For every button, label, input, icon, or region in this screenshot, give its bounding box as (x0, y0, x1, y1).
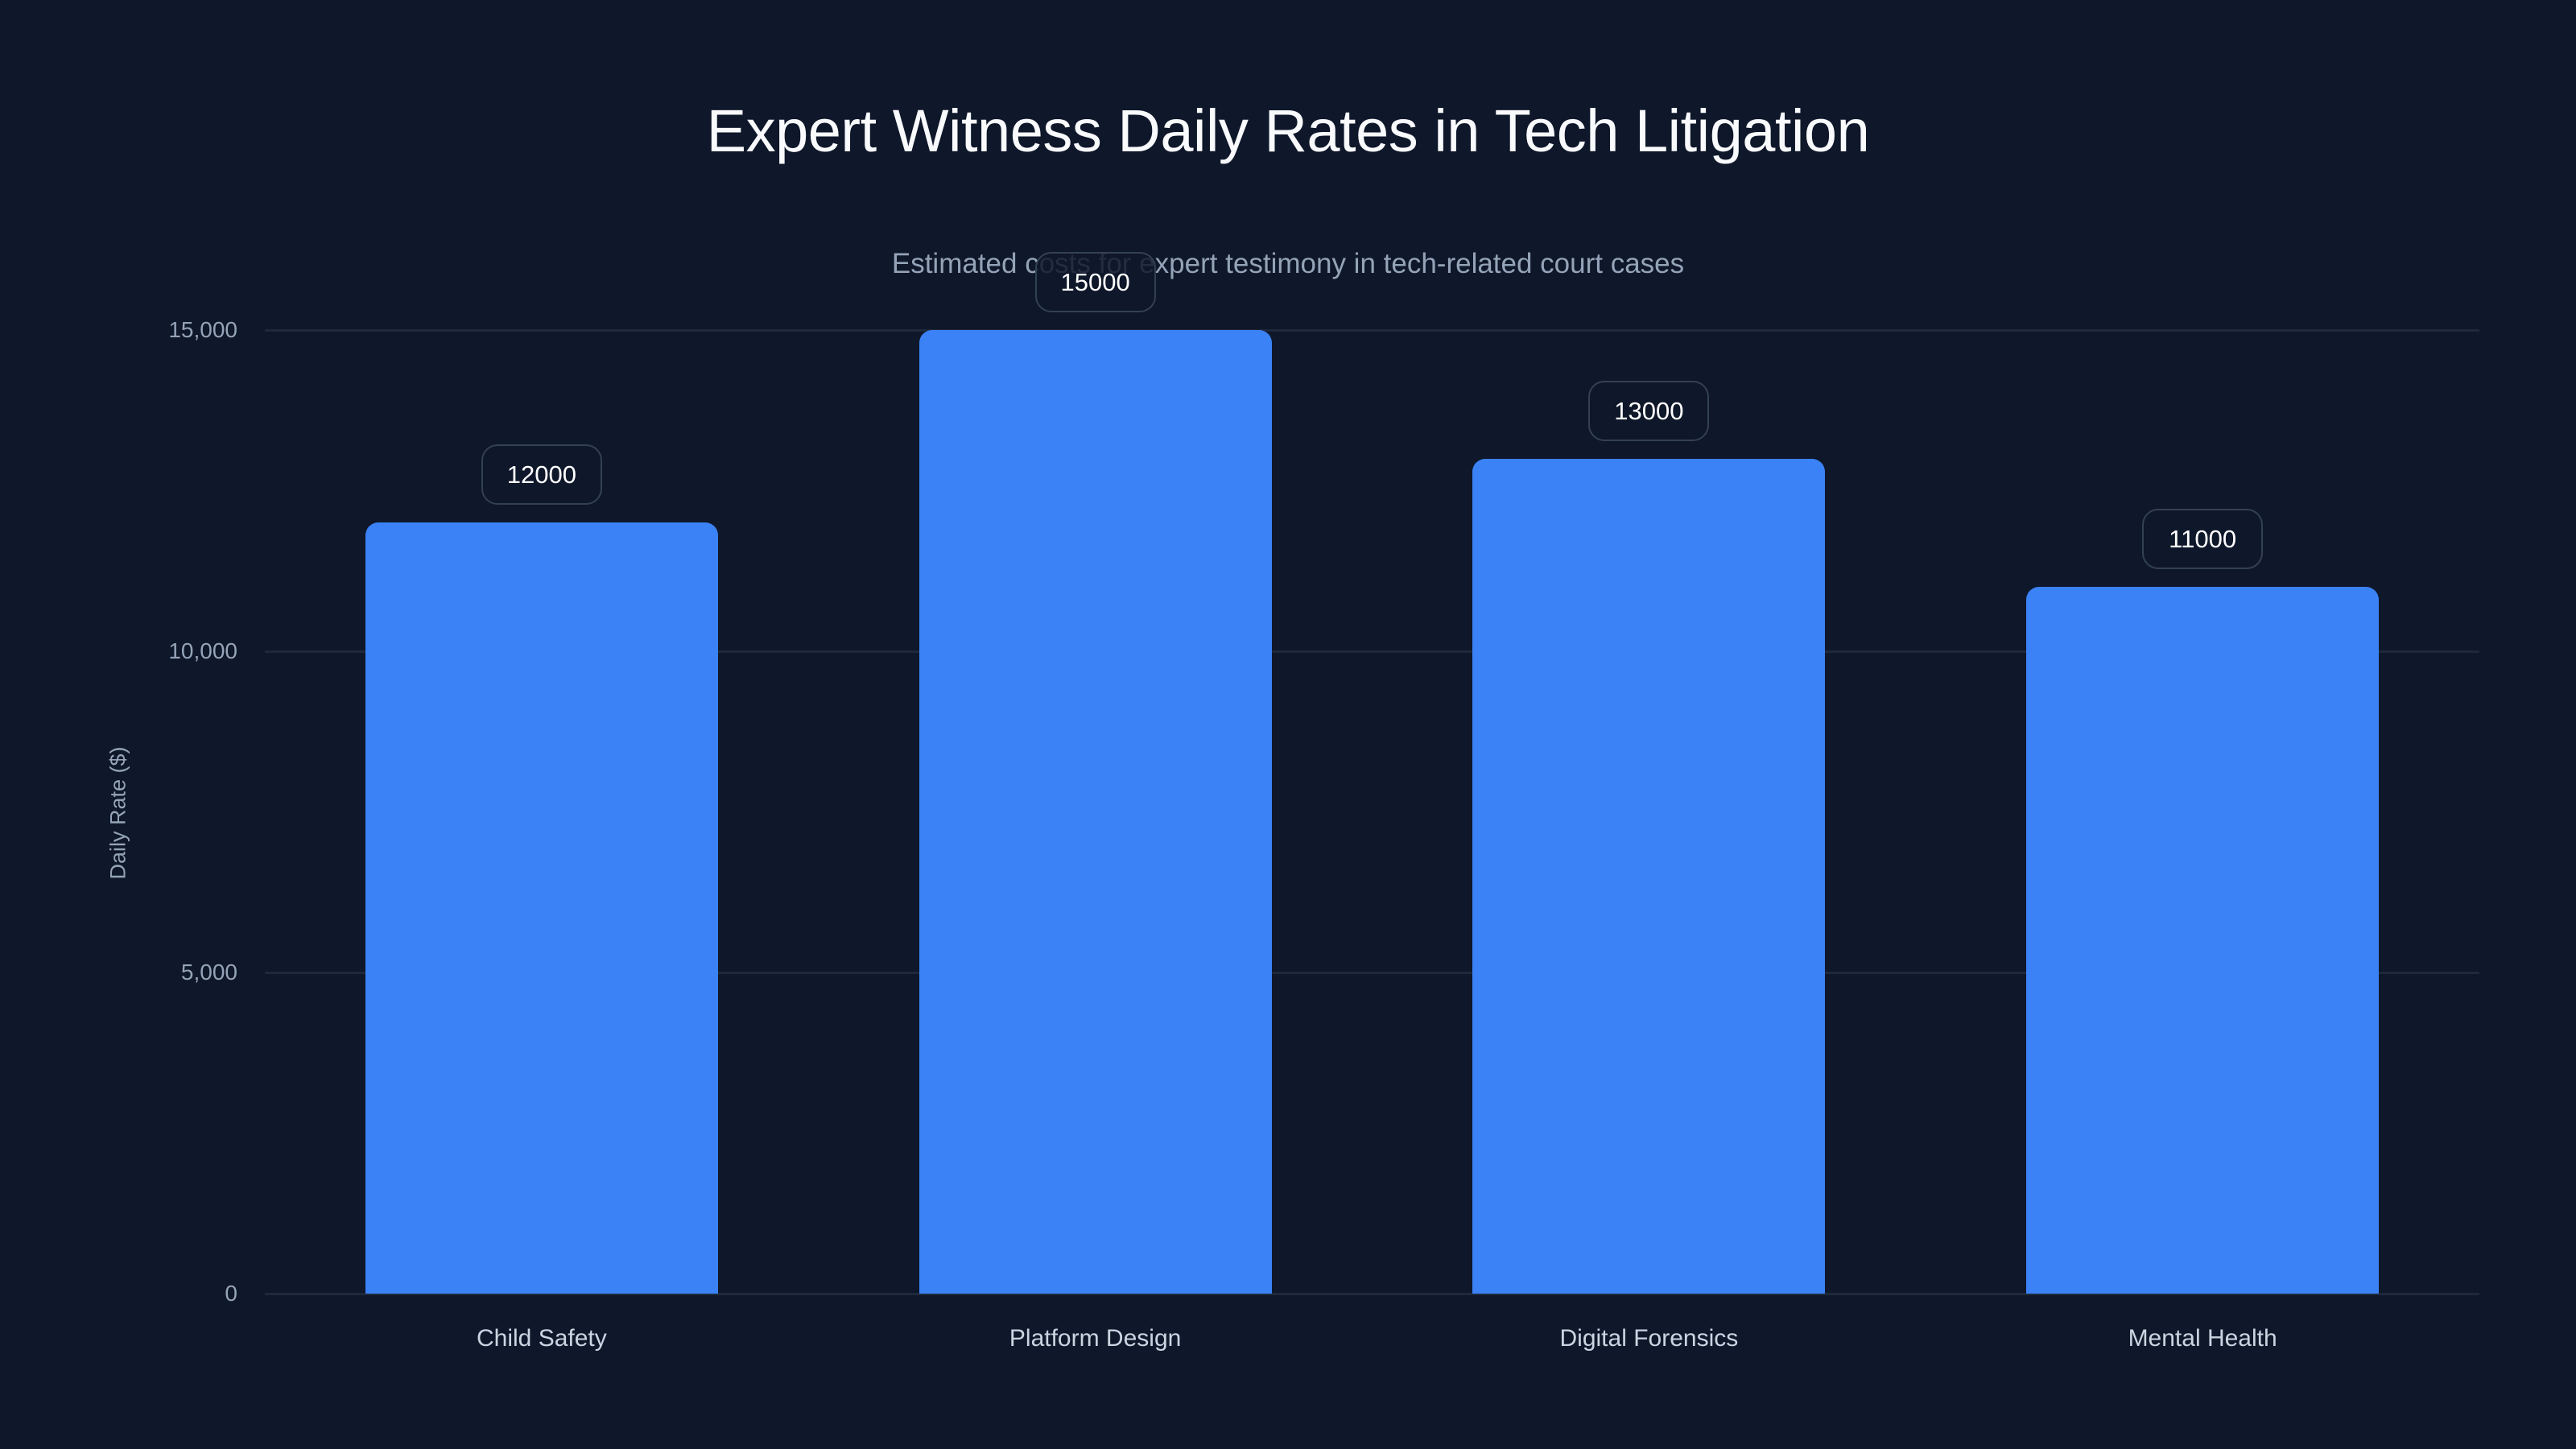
x-tick-label: Digital Forensics (1559, 1325, 1739, 1352)
y-tick-label: 0 (225, 1281, 237, 1306)
y-tick-label: 5,000 (180, 960, 237, 985)
x-tick-label: Child Safety (477, 1325, 607, 1352)
chart-title: Expert Witness Daily Rates in Tech Litig… (706, 97, 1870, 164)
y-tick-label: 15,000 (168, 317, 237, 342)
value-label: 12000 (481, 444, 602, 506)
gridline (265, 972, 2479, 974)
x-tick-label: Mental Health (2128, 1325, 2277, 1352)
bar[interactable] (919, 330, 1272, 1294)
x-tick-label: Platform Design (1009, 1325, 1182, 1352)
chart-subtitle: Estimated costs for expert testimony in … (891, 248, 1685, 279)
value-label: 11000 (2142, 509, 2264, 570)
value-label: 15000 (1034, 252, 1156, 312)
y-tick-label: 10,000 (168, 638, 237, 663)
y-axis-label: Daily Rate ($) (105, 746, 130, 880)
plot-area (265, 329, 2479, 1295)
gridline (265, 329, 2479, 332)
gridline (265, 1293, 2479, 1295)
bar[interactable] (365, 522, 718, 1294)
bar[interactable] (1472, 458, 1826, 1294)
bar[interactable] (2026, 587, 2380, 1294)
gridline (265, 650, 2479, 653)
value-label: 13000 (1588, 380, 1710, 441)
